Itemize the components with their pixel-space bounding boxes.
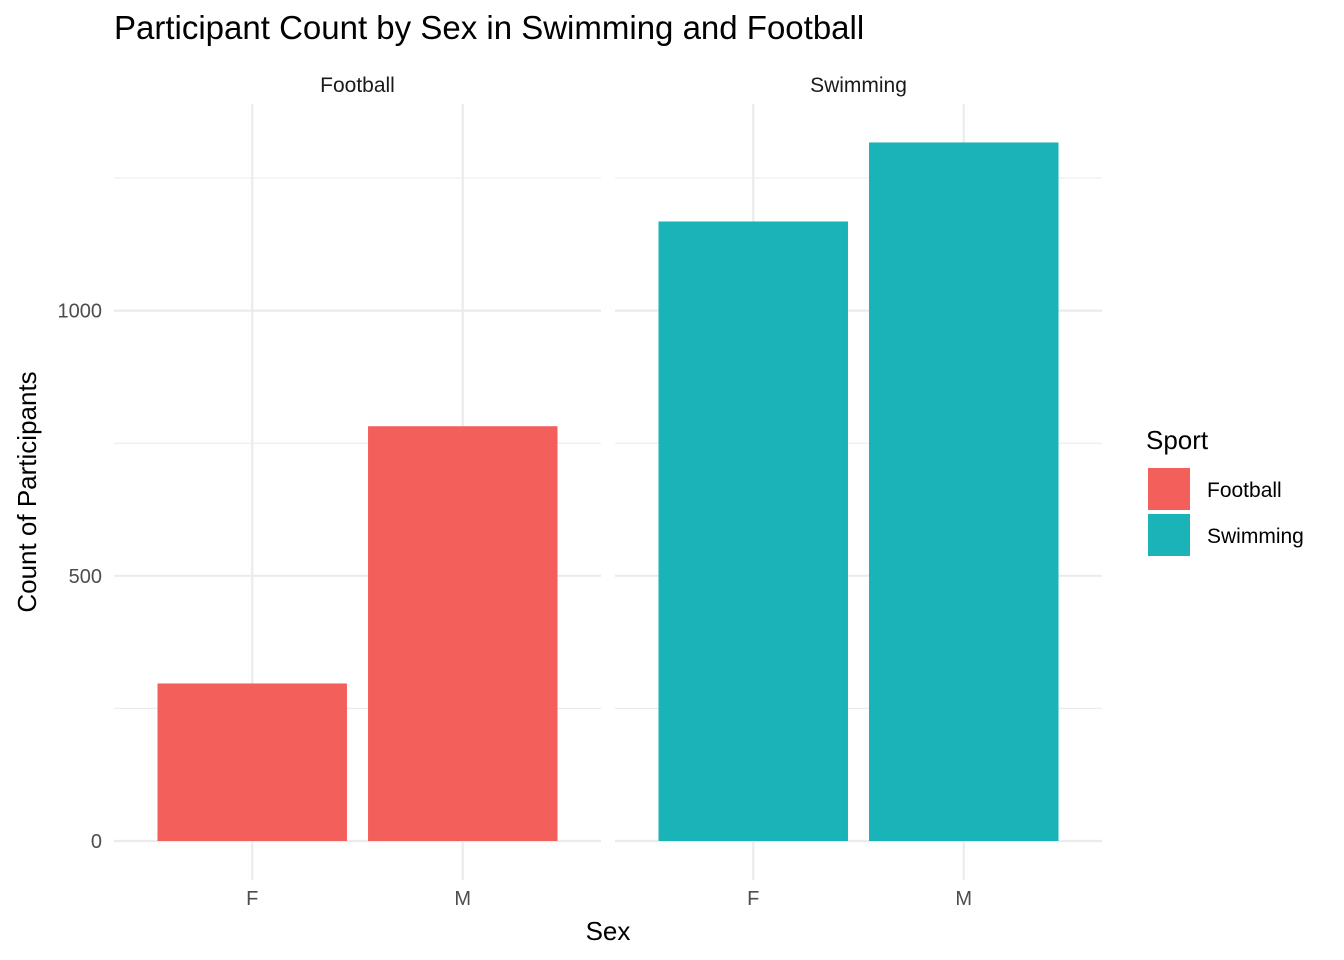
y-tick-label: 1000	[58, 301, 103, 323]
bar-swimming-f	[658, 221, 848, 841]
legend-key-swimming	[1148, 514, 1190, 556]
panel-football: Football F M	[114, 74, 601, 910]
bar-football-m	[368, 426, 558, 841]
x-tick-label: M	[955, 888, 972, 910]
legend-key-football	[1148, 468, 1190, 510]
x-axis-title: Sex	[586, 916, 631, 946]
legend-label: Football	[1207, 479, 1282, 502]
facet-label: Swimming	[810, 74, 907, 97]
bar-swimming-m	[869, 142, 1059, 841]
y-axis-title: Count of Participants	[12, 371, 42, 612]
facet-panels: Football F M Swimming F M 0 500 1000	[58, 74, 1102, 910]
legend: Sport Football Swimming	[1146, 425, 1304, 556]
y-tick-label: 0	[91, 831, 102, 853]
facet-label: Football	[320, 74, 395, 97]
chart-title: Participant Count by Sex in Swimming and…	[114, 9, 864, 46]
legend-title: Sport	[1146, 425, 1209, 455]
y-tick-label: 500	[69, 566, 102, 588]
legend-label: Swimming	[1207, 525, 1304, 548]
bar-football-f	[157, 683, 347, 841]
x-tick-label: F	[246, 888, 258, 910]
x-tick-label: F	[747, 888, 759, 910]
panel-swimming: Swimming F M	[615, 74, 1102, 910]
x-tick-label: M	[454, 888, 471, 910]
